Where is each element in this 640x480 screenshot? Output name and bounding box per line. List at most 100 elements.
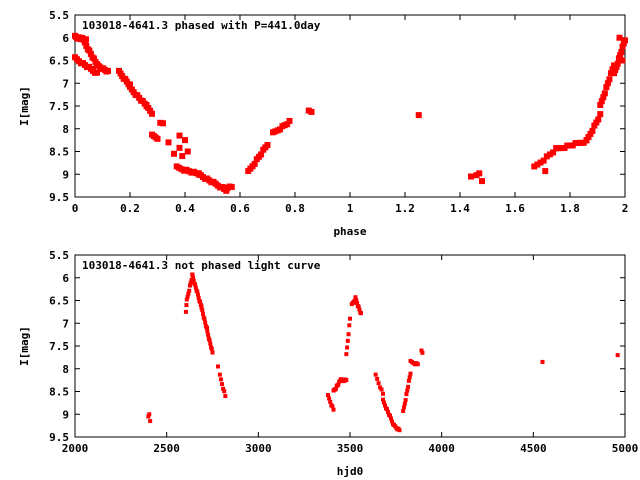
data-point bbox=[345, 338, 350, 343]
data-point bbox=[614, 60, 621, 67]
data-point bbox=[612, 67, 619, 74]
data-point bbox=[200, 311, 205, 316]
data-point bbox=[601, 90, 608, 97]
data-point bbox=[344, 352, 349, 357]
y-tick-label: 6.5 bbox=[49, 295, 69, 308]
data-point bbox=[217, 372, 222, 377]
x-tick-label: 3000 bbox=[245, 442, 272, 455]
data-point bbox=[403, 398, 408, 403]
x-tick-label: 1.8 bbox=[560, 202, 580, 215]
x-axis-label: phase bbox=[333, 225, 366, 238]
data-point bbox=[401, 405, 406, 410]
y-tick-label: 8.5 bbox=[49, 386, 69, 399]
data-point bbox=[385, 407, 389, 412]
data-point bbox=[176, 132, 183, 139]
y-tick-label: 7.5 bbox=[49, 100, 69, 113]
data-point bbox=[165, 139, 172, 146]
x-tick-label: 0.6 bbox=[230, 202, 250, 215]
data-points bbox=[72, 32, 628, 194]
data-point bbox=[546, 151, 553, 158]
data-point bbox=[184, 297, 189, 302]
x-tick-label: 2 bbox=[622, 202, 629, 215]
data-point bbox=[531, 163, 538, 170]
data-point bbox=[415, 112, 422, 119]
data-point bbox=[611, 70, 617, 77]
data-point bbox=[83, 42, 90, 49]
data-point bbox=[264, 142, 271, 149]
data-point bbox=[176, 144, 183, 151]
data-point bbox=[402, 401, 407, 406]
data-point bbox=[190, 272, 195, 277]
data-point bbox=[184, 148, 191, 155]
y-axis-label: I[mag] bbox=[18, 326, 31, 366]
data-point bbox=[357, 307, 362, 312]
data-point bbox=[330, 404, 335, 409]
data-point bbox=[206, 332, 211, 337]
data-point bbox=[381, 397, 385, 402]
data-point bbox=[193, 282, 198, 287]
data-point bbox=[607, 70, 614, 77]
x-tick-label: 0.2 bbox=[120, 202, 140, 215]
data-point bbox=[286, 117, 293, 124]
data-point bbox=[619, 43, 626, 50]
y-axis-label: I[mag] bbox=[18, 86, 31, 126]
data-point bbox=[406, 384, 411, 389]
data-point bbox=[378, 385, 383, 390]
data-point bbox=[86, 47, 93, 54]
data-point bbox=[345, 345, 350, 350]
data-point bbox=[220, 382, 225, 387]
data-point bbox=[597, 111, 604, 118]
plot-frame bbox=[74, 254, 626, 438]
data-point bbox=[183, 309, 188, 314]
data-point bbox=[210, 350, 215, 355]
phased-light-curve-plot: 103018-4641.3 phased with P=441.0day pha… bbox=[18, 9, 628, 238]
data-point bbox=[336, 382, 341, 387]
data-point bbox=[618, 49, 625, 56]
data-point bbox=[620, 40, 627, 47]
data-point bbox=[354, 298, 359, 303]
data-point bbox=[195, 289, 200, 294]
y-tick-label: 9 bbox=[62, 408, 69, 421]
data-point bbox=[196, 295, 201, 300]
y-tick-label: 6 bbox=[62, 272, 69, 285]
data-point bbox=[415, 362, 420, 367]
data-point bbox=[251, 160, 258, 167]
data-point bbox=[184, 303, 189, 308]
x-tick-label: 1.6 bbox=[505, 202, 525, 215]
data-point bbox=[195, 292, 200, 297]
data-point bbox=[154, 135, 161, 142]
data-point bbox=[328, 399, 333, 404]
data-point bbox=[591, 122, 598, 129]
data-point bbox=[585, 134, 592, 141]
data-point bbox=[537, 159, 544, 166]
data-point bbox=[203, 320, 208, 325]
data-point bbox=[346, 332, 351, 337]
x-tick-label: 3500 bbox=[337, 442, 364, 455]
data-point bbox=[202, 316, 207, 321]
data-point bbox=[205, 329, 210, 334]
data-point bbox=[179, 153, 186, 160]
data-point bbox=[543, 153, 550, 160]
y-tick-label: 7 bbox=[62, 77, 69, 90]
data-point bbox=[216, 364, 220, 369]
data-point bbox=[603, 84, 610, 91]
y-tick-label: 9.5 bbox=[49, 191, 69, 204]
data-point bbox=[604, 80, 611, 87]
data-point bbox=[353, 295, 358, 300]
data-point bbox=[171, 150, 177, 157]
data-point bbox=[373, 372, 378, 377]
x-tick-label: 2000 bbox=[62, 442, 89, 455]
data-point bbox=[534, 161, 541, 168]
y-tick-label: 9.5 bbox=[49, 431, 69, 444]
data-point bbox=[344, 378, 349, 383]
data-point bbox=[617, 52, 624, 59]
x-tick-label: 1.4 bbox=[450, 202, 470, 215]
data-point bbox=[359, 311, 363, 316]
data-point bbox=[587, 130, 594, 137]
x-tick-label: 0 bbox=[72, 202, 79, 215]
data-point bbox=[619, 57, 626, 64]
data-point bbox=[160, 120, 166, 127]
data-point bbox=[383, 403, 387, 408]
data-point bbox=[90, 55, 97, 62]
